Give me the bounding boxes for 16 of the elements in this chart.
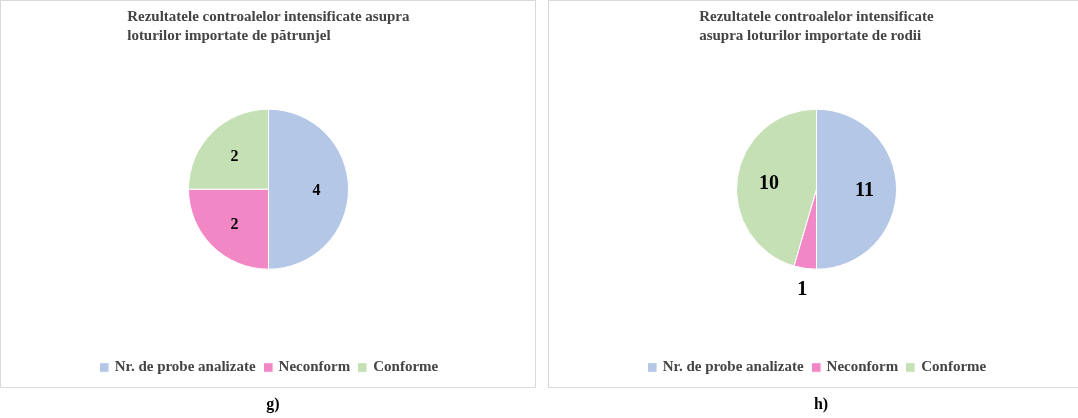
legend-label: Conforme bbox=[373, 358, 439, 375]
data-label: 4 bbox=[312, 180, 321, 198]
data-label: 10 bbox=[758, 171, 779, 194]
chart-title: Rezultatele controalelor intensificate asupra loturilor importate de rodii bbox=[699, 8, 934, 44]
text: h) bbox=[813, 394, 829, 415]
legend-label: Neconform bbox=[278, 358, 351, 375]
chart-title: Rezultatele controalelor intensificate asupra loturilor importate de pătrunjel bbox=[127, 8, 411, 44]
data-label: 1 bbox=[797, 277, 808, 300]
text: g) bbox=[266, 394, 280, 415]
data-label: 2 bbox=[230, 146, 239, 164]
data-label: 2 bbox=[230, 214, 239, 232]
legend-label: Nr. de probe analizate bbox=[114, 358, 256, 375]
legend-label: Conforme bbox=[921, 358, 987, 375]
data-label: 11 bbox=[855, 178, 874, 201]
legend-label: Nr. de probe analizate bbox=[662, 358, 804, 375]
legend-label: Neconform bbox=[826, 358, 899, 375]
